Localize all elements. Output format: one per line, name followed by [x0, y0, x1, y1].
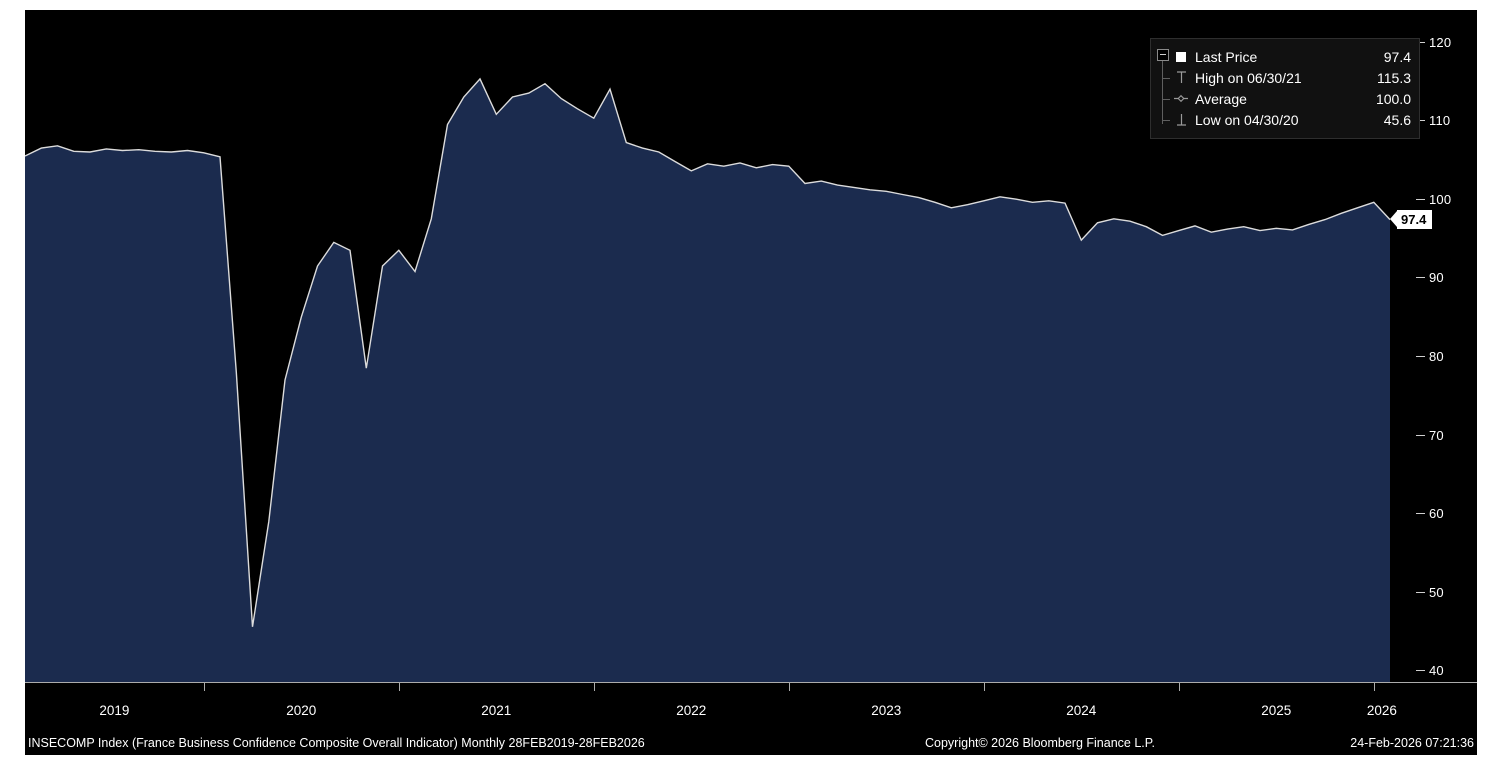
x-axis-year-label: 2021: [481, 703, 512, 718]
legend-collapse-icon[interactable]: [1157, 49, 1169, 61]
y-axis-tick: 100: [1392, 190, 1451, 208]
low-marker-icon: [1173, 112, 1189, 127]
y-axis-tick: 90: [1392, 269, 1444, 287]
y-axis-tick-label: 120: [1429, 34, 1452, 50]
y-tick-mark: [1416, 670, 1425, 672]
y-tick-mark: [1416, 355, 1425, 357]
y-axis-tick: 120: [1392, 33, 1451, 51]
y-axis-tick: 50: [1392, 583, 1444, 601]
last-price-swatch-icon: [1173, 51, 1189, 62]
y-axis-tick-label: 110: [1429, 113, 1451, 129]
legend-label: High on 06/30/21: [1195, 69, 1302, 86]
y-axis-tick-label: 50: [1429, 584, 1444, 600]
x-tick-mark: [398, 683, 400, 691]
last-price-badge: 97.4: [1389, 209, 1433, 229]
y-axis-tick: 80: [1392, 347, 1444, 365]
y-axis-tick: 40: [1392, 662, 1444, 680]
legend-row-low[interactable]: Low on 04/30/20 45.6: [1162, 109, 1411, 130]
x-axis-year-label: 2024: [1066, 703, 1097, 718]
y-axis-tick-label: 60: [1429, 506, 1444, 522]
x-tick-mark: [788, 683, 790, 691]
y-tick-mark: [1416, 591, 1425, 593]
chart-root: 120 110 100 90 80 70 60 50 40 97.4 2019 2020 2021 2…: [25, 10, 1477, 755]
x-axis-year-label: 2019: [99, 703, 130, 718]
legend-value: 100.0: [1375, 90, 1411, 107]
y-axis-tick-label: 90: [1429, 270, 1444, 286]
y-tick-mark: [1416, 120, 1425, 122]
y-axis: 120 110 100 90 80 70 60 50 40: [1392, 35, 1477, 682]
x-axis-year-label: 2025: [1261, 703, 1292, 718]
legend-value: 97.4: [1383, 48, 1411, 65]
copyright-text: Copyright© 2026 Bloomberg Finance L.P.: [925, 736, 1155, 750]
y-axis-tick: 70: [1392, 426, 1444, 444]
y-tick-mark: [1416, 434, 1425, 436]
legend-label: Low on 04/30/20: [1195, 111, 1299, 128]
y-tick-mark: [1416, 513, 1425, 515]
x-tick-mark: [203, 683, 205, 691]
legend-label: Last Price: [1195, 48, 1258, 65]
x-tick-mark: [593, 683, 595, 691]
x-axis-year-label: 2023: [871, 703, 902, 718]
legend-row-high[interactable]: High on 06/30/21 115.3: [1162, 67, 1411, 88]
y-axis-tick-label: 70: [1429, 427, 1444, 443]
price-line: [25, 77, 1391, 627]
x-axis-year-label: 2020: [286, 703, 317, 718]
status-bar: INSECOMP Index (France Business Confiden…: [25, 736, 1477, 752]
x-axis-year-label: 2026: [1366, 703, 1397, 718]
y-axis-tick: 110: [1392, 112, 1450, 130]
legend-value: 45.6: [1383, 111, 1411, 128]
legend-tree-line: [1162, 61, 1163, 124]
y-tick-mark: [1416, 41, 1425, 43]
price-area: [25, 78, 1390, 682]
legend-row-average[interactable]: Average 100.0: [1162, 88, 1411, 109]
y-tick-mark: [1416, 277, 1425, 279]
y-axis-tick-label: 40: [1429, 663, 1444, 679]
legend-label: Average: [1195, 90, 1247, 107]
y-axis-tick: 60: [1392, 505, 1444, 523]
y-axis-tick-label: 100: [1429, 191, 1452, 207]
legend-row-last-price[interactable]: Last Price 97.4: [1173, 46, 1411, 67]
x-tick-mark: [1178, 683, 1180, 691]
y-axis-tick-label: 80: [1429, 348, 1444, 364]
chart-legend: Last Price 97.4 High on 06/30/21 115.3 A…: [1150, 38, 1420, 139]
timestamp-text: 24-Feb-2026 07:21:36: [1350, 736, 1474, 750]
average-marker-icon: [1173, 91, 1189, 106]
chart-description-text: INSECOMP Index (France Business Confiden…: [28, 736, 645, 750]
y-tick-mark: [1416, 198, 1425, 200]
high-marker-icon: [1173, 70, 1189, 85]
x-axis: 2019 2020 2021 2022 2023 2024 2025 2026: [25, 682, 1477, 719]
x-tick-mark: [1373, 683, 1375, 691]
plot-area[interactable]: [25, 42, 1392, 682]
legend-value: 115.3: [1377, 69, 1411, 86]
x-axis-year-label: 2022: [676, 703, 707, 718]
x-tick-mark: [983, 683, 985, 691]
